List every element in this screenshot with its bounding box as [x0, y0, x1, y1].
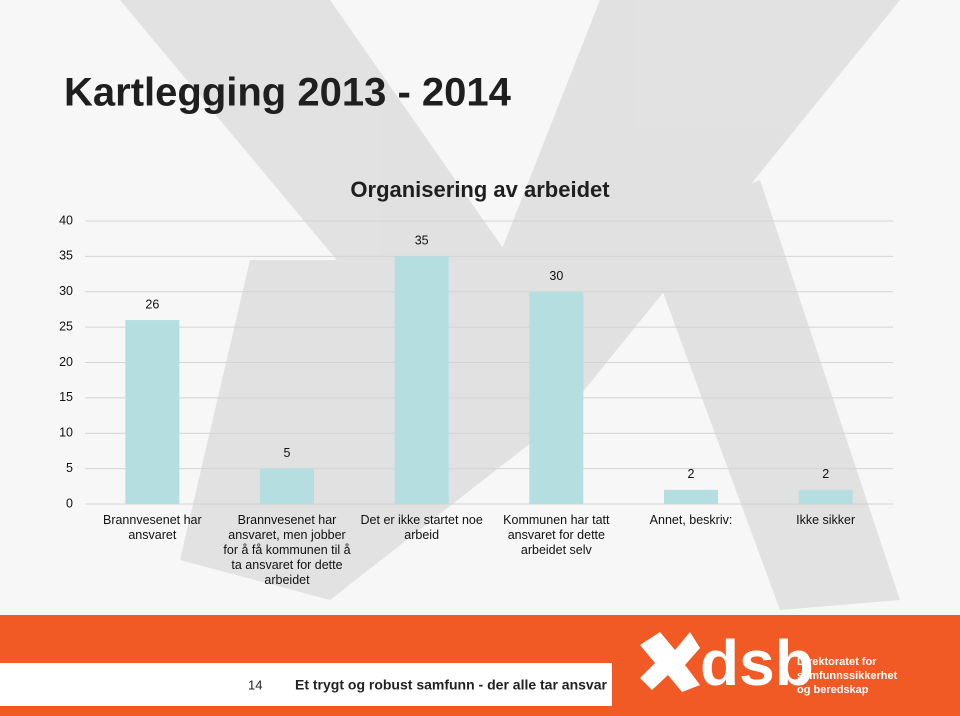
logo-text: dsb	[700, 627, 814, 699]
logo-icon	[640, 632, 700, 692]
agency-name: Direktoratet for	[797, 656, 877, 668]
y-tick-label: 30	[59, 284, 73, 298]
value-label: 2	[822, 467, 829, 481]
bar	[125, 320, 180, 504]
y-tick-label: 25	[59, 319, 73, 333]
chart-title: Organisering av arbeidet	[350, 177, 610, 202]
bar	[394, 256, 449, 504]
value-label: 26	[145, 297, 159, 311]
value-label: 2	[688, 467, 695, 481]
bar	[798, 489, 853, 504]
value-label: 30	[549, 269, 563, 283]
slogan: Et trygt og robust samfunn - der alle ta…	[295, 677, 608, 693]
footer-strip	[0, 663, 612, 706]
agency-name: og beredskap	[797, 684, 869, 696]
y-tick-label: 20	[59, 355, 73, 369]
x-tick-label: Det er ikke startet noe arbeid	[360, 513, 483, 542]
y-tick-label: 10	[59, 426, 73, 440]
value-label: 5	[284, 446, 291, 460]
y-tick-label: 5	[66, 461, 73, 475]
value-label: 35	[415, 234, 429, 248]
x-tick-label: Kommunen har tatt ansvaret for dette arb…	[503, 513, 610, 557]
agency-name: samfunnssikkerhet	[797, 670, 898, 682]
page-number: 14	[248, 677, 262, 692]
x-tick-label: Brannvesenet har ansvaret, men jobber fo…	[223, 513, 351, 587]
y-tick-label: 0	[66, 496, 73, 510]
y-tick-label: 15	[59, 390, 73, 404]
bar	[260, 468, 314, 504]
y-tick-label: 40	[59, 213, 73, 227]
y-tick-label: 35	[59, 249, 73, 263]
slide-title: Kartlegging 2013 - 2014	[64, 71, 512, 115]
x-tick-label: Ikke sikker	[796, 513, 856, 527]
x-tick-label: Annet, beskriv:	[649, 513, 733, 527]
x-tick-label: Brannvesenet har ansvaret	[102, 513, 202, 542]
bar	[529, 291, 584, 504]
bar	[664, 489, 718, 504]
